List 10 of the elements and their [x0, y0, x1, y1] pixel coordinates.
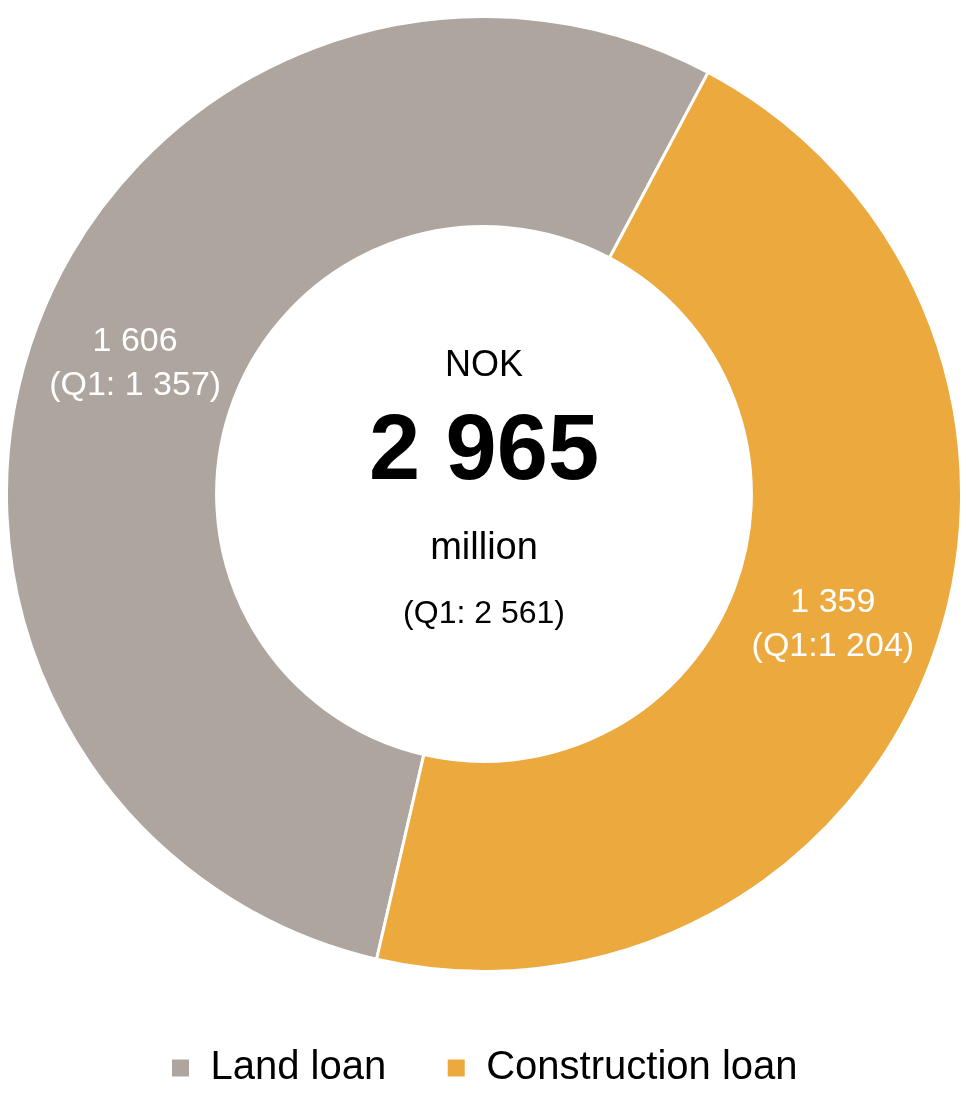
data-label: 1 359 [790, 580, 876, 619]
text: 2 965 [368, 396, 600, 499]
legend-label: Land loan [210, 1043, 387, 1088]
text: (Q1: 2 561) [403, 593, 565, 630]
text: (Q1: 1 357) [49, 363, 222, 402]
data-label: 1 606 [92, 319, 178, 358]
text: million [430, 525, 538, 568]
legend-label: Construction loan [486, 1043, 798, 1088]
text: NOK [444, 342, 524, 384]
text: (Q1:1 204) [751, 624, 915, 663]
